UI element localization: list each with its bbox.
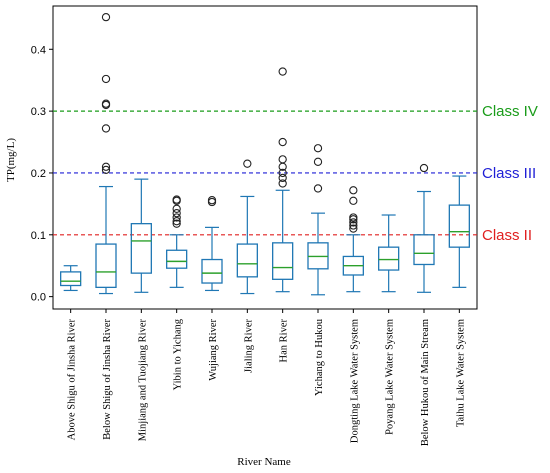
outlier-point	[101, 165, 111, 175]
y-tick-label: 0.4	[31, 44, 46, 56]
y-tick-label: 0.2	[31, 168, 46, 180]
box-group	[413, 163, 435, 293]
outlier-point	[101, 124, 111, 133]
box-group	[307, 144, 329, 296]
box-group	[166, 195, 188, 288]
x-tick-label: Below Hukou of Main Stream	[420, 319, 431, 446]
x-axis: Above Shigu of Jinsha River Below Shigu o…	[67, 309, 466, 446]
y-axis: 0.0 0.1 0.2 0.3 0.4	[31, 44, 53, 304]
box-iqr	[413, 234, 435, 266]
box-group	[130, 178, 152, 293]
outlier-point	[101, 99, 111, 108]
x-tick-label: Below Shigu of Jinsha River	[102, 319, 113, 440]
box-iqr	[130, 223, 152, 274]
outlier-point	[101, 12, 111, 22]
y-tick-label: 0.0	[31, 292, 46, 304]
y-tick-label: 0.3	[31, 106, 46, 118]
x-tick-label: Minjiang and Tuojiang River	[137, 319, 148, 442]
outlier-point	[101, 74, 111, 84]
x-tick-label: Yibin to Yichang	[173, 318, 184, 390]
outlier-point	[349, 224, 358, 233]
box-group	[342, 186, 364, 293]
outlier-point	[172, 217, 181, 226]
outlier-point	[313, 157, 323, 166]
outlier-point	[207, 196, 217, 205]
outlier-point	[172, 219, 181, 228]
outlier-point	[278, 155, 287, 164]
outlier-point	[172, 195, 181, 204]
x-tick-label: Dongting Lake Water System	[349, 319, 360, 443]
outlier-point	[349, 213, 358, 222]
x-axis-title: River Name	[237, 456, 291, 468]
outlier-point	[243, 159, 252, 168]
x-tick-label: Han River	[279, 319, 290, 363]
box-group	[236, 159, 258, 295]
boxes	[60, 12, 470, 296]
box-group	[378, 214, 400, 293]
reference-label: Class III	[482, 165, 536, 182]
outlier-point	[313, 144, 323, 153]
x-tick-label: Yichang to Hukou	[314, 318, 325, 396]
x-tick-label: Wujiang River	[208, 318, 219, 380]
box-group	[272, 67, 294, 293]
box-iqr	[236, 243, 258, 278]
reference-labels: Class IV Class III Class II	[482, 103, 538, 244]
outlier-point	[172, 209, 181, 218]
box-iqr	[272, 242, 294, 280]
box-iqr	[95, 243, 117, 289]
outlier-point	[172, 213, 181, 222]
outlier-point	[349, 196, 358, 205]
plot-frame	[52, 5, 478, 310]
outlier-point	[278, 168, 287, 178]
box-group	[448, 175, 470, 288]
x-tick-label: Jialing River	[243, 318, 254, 372]
box-group	[60, 265, 82, 292]
reference-label: Class IV	[482, 103, 538, 120]
outlier-point	[101, 162, 111, 171]
outlier-point	[349, 221, 358, 230]
y-axis-title: TP(mg/L)	[5, 138, 17, 182]
reference-lines	[53, 110, 477, 236]
outlier-point	[172, 204, 181, 213]
box-iqr	[378, 246, 400, 271]
box-iqr	[60, 271, 82, 287]
reference-label: Class II	[482, 227, 532, 244]
outlier-point	[278, 173, 287, 183]
outlier-point	[278, 67, 287, 76]
y-tick-label: 0.1	[31, 230, 46, 242]
box-iqr	[166, 249, 188, 269]
box-group	[95, 12, 117, 295]
outlier-point	[349, 186, 358, 195]
box-iqr	[201, 258, 223, 284]
outlier-point	[349, 218, 358, 227]
outlier-point	[419, 163, 429, 173]
x-tick-label: Taihu Lake Water System	[455, 319, 466, 427]
box-iqr	[448, 204, 470, 248]
x-tick-label: Poyang Lake Water System	[385, 319, 396, 435]
outlier-point	[278, 137, 287, 147]
x-tick-label: Above Shigu of Jinsha River	[67, 319, 78, 441]
box-group	[201, 196, 223, 292]
outlier-point	[278, 179, 287, 188]
outlier-point	[313, 184, 323, 193]
